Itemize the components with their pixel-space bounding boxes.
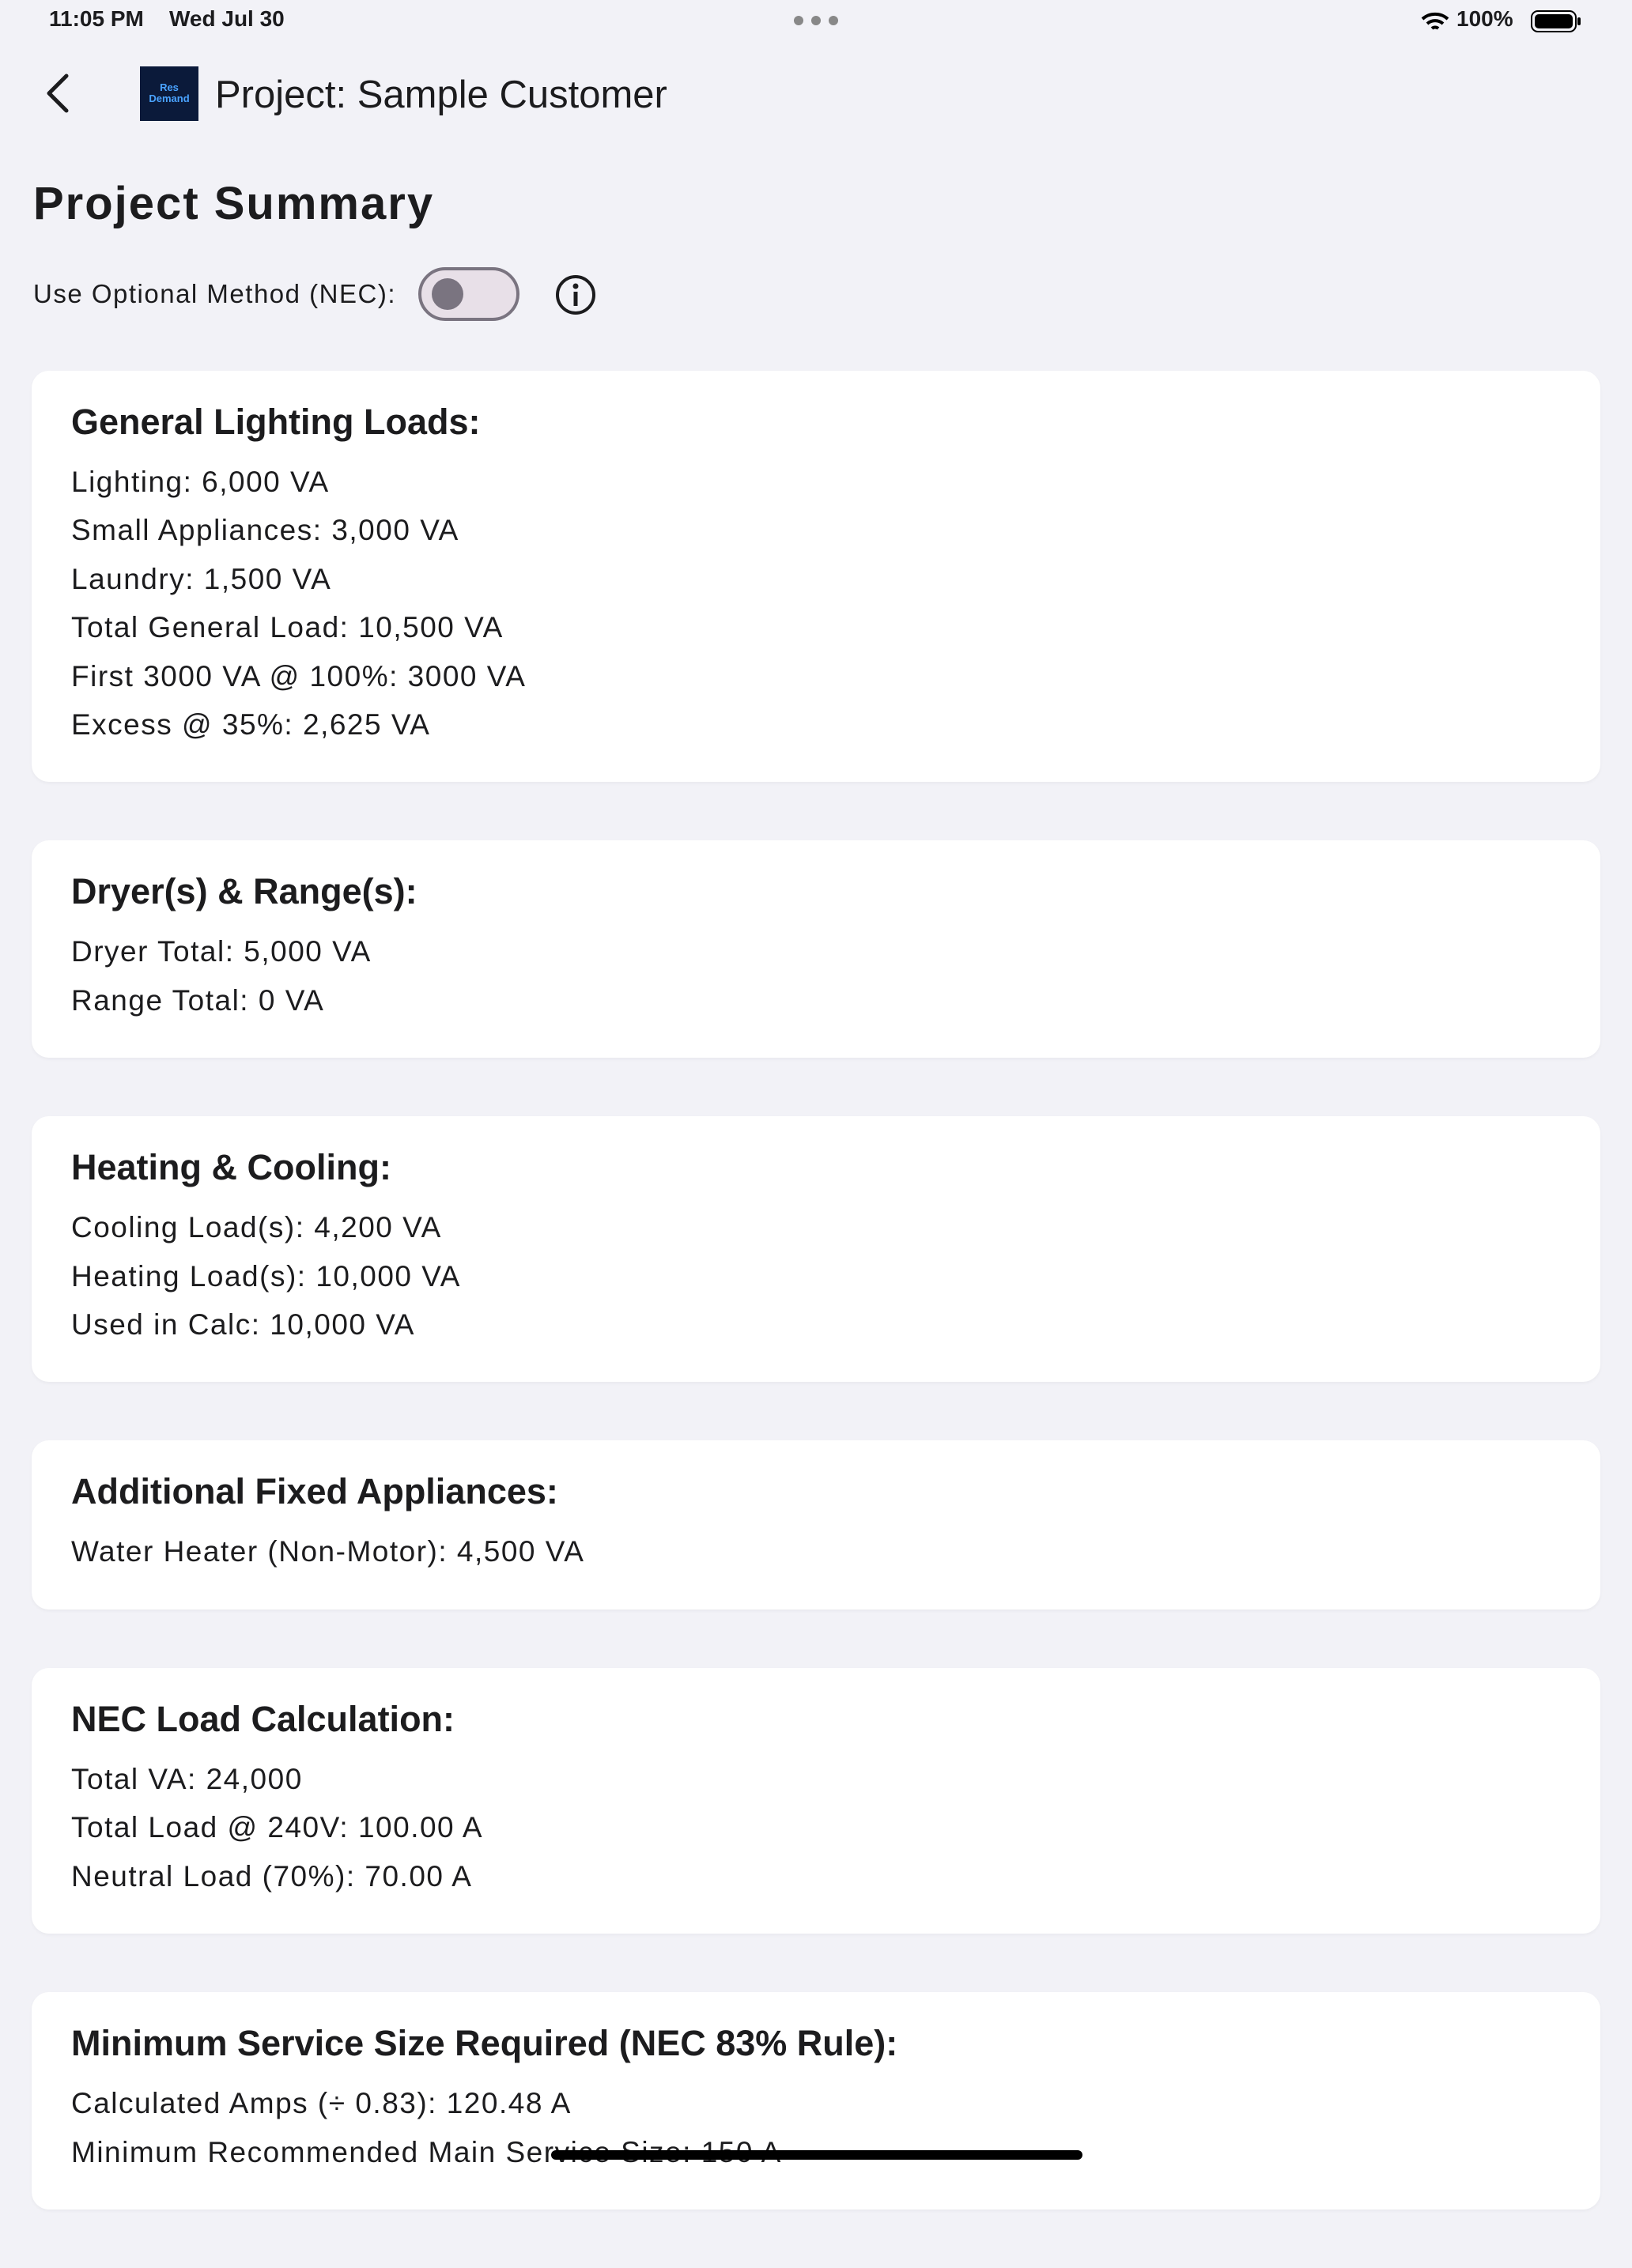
card-line: Total VA: 24,000	[71, 1762, 303, 1795]
card-line: Total General Load: 10,500 VA	[71, 611, 504, 644]
status-date: Wed Jul 30	[169, 6, 285, 31]
screen: 11:05 PM Wed Jul 30 100% Res Demand Proje…	[32, 6, 1600, 2210]
card-line: Calculated Amps (÷ 0.83): 120.48 A	[71, 2087, 572, 2120]
back-button[interactable]	[40, 71, 74, 115]
app-logo: Res Demand	[140, 66, 198, 121]
page-title: Project Summary	[33, 178, 435, 229]
logo-text: Demand	[149, 92, 190, 104]
card-title: General Lighting Loads:	[71, 402, 481, 442]
card-title: NEC Load Calculation:	[71, 1698, 455, 1739]
info-button[interactable]	[553, 273, 598, 317]
optional-method-toggle[interactable]	[417, 266, 522, 323]
wifi-icon	[1421, 12, 1449, 30]
summary-card: Additional Fixed Appliances: Water Heater…	[32, 1440, 1600, 1609]
summary-card: Heating & Cooling: Cooling Load(s): 4,200…	[32, 1116, 1600, 1383]
card-line: Dryer Total: 5,000 VA	[71, 935, 372, 968]
card-line: First 3000 VA @ 100%: 3000 VA	[71, 659, 527, 692]
multitask-dots[interactable]	[791, 13, 841, 28]
battery-icon	[1531, 10, 1581, 32]
card-line: Lighting: 6,000 VA	[71, 466, 330, 498]
summary-card: Minimum Service Size Required (NEC 83% R…	[32, 1992, 1600, 2210]
header-title: Project: Sample Customer	[215, 74, 667, 116]
card-line: Small Appliances: 3,000 VA	[71, 514, 459, 547]
card-title: Heating & Cooling:	[71, 1147, 391, 1188]
summary-card: General Lighting Loads: Lighting: 6,000 V…	[32, 371, 1600, 783]
card-line: Total Load @ 240V: 100.00 A	[71, 1811, 484, 1844]
card-line: Laundry: 1,500 VA	[71, 562, 332, 595]
card-line: Range Total: 0 VA	[71, 983, 325, 1017]
card-title: Minimum Service Size Required (NEC 83% R…	[71, 2023, 898, 2064]
status-time: 11:05 PM	[49, 6, 144, 31]
summary-card: Dryer(s) & Range(s): Dryer Total: 5,000 V…	[32, 840, 1600, 1059]
home-indicator	[551, 2150, 1082, 2160]
card-line: Water Heater (Non-Motor): 4,500 VA	[71, 1535, 585, 1568]
card-line: Used in Calc: 10,000 VA	[71, 1308, 415, 1342]
card-line: Heating Load(s): 10,000 VA	[71, 1259, 461, 1292]
card-title: Dryer(s) & Range(s):	[71, 871, 417, 912]
card-list: General Lighting Loads: Lighting: 6,000 V…	[32, 371, 1600, 2268]
summary-card: NEC Load Calculation: Total VA: 24,000 Tot…	[32, 1667, 1600, 1934]
toggle-label: Use Optional Method (NEC):	[33, 279, 396, 308]
card-line: Excess @ 35%: 2,625 VA	[71, 708, 431, 742]
battery-percent: 100%	[1456, 6, 1513, 31]
card-line: Neutral Load (70%): 70.00 A	[71, 1859, 473, 1893]
card-line: Cooling Load(s): 4,200 VA	[71, 1211, 442, 1244]
logo-text: Res	[160, 81, 179, 93]
card-title: Additional Fixed Appliances:	[71, 1471, 558, 1512]
